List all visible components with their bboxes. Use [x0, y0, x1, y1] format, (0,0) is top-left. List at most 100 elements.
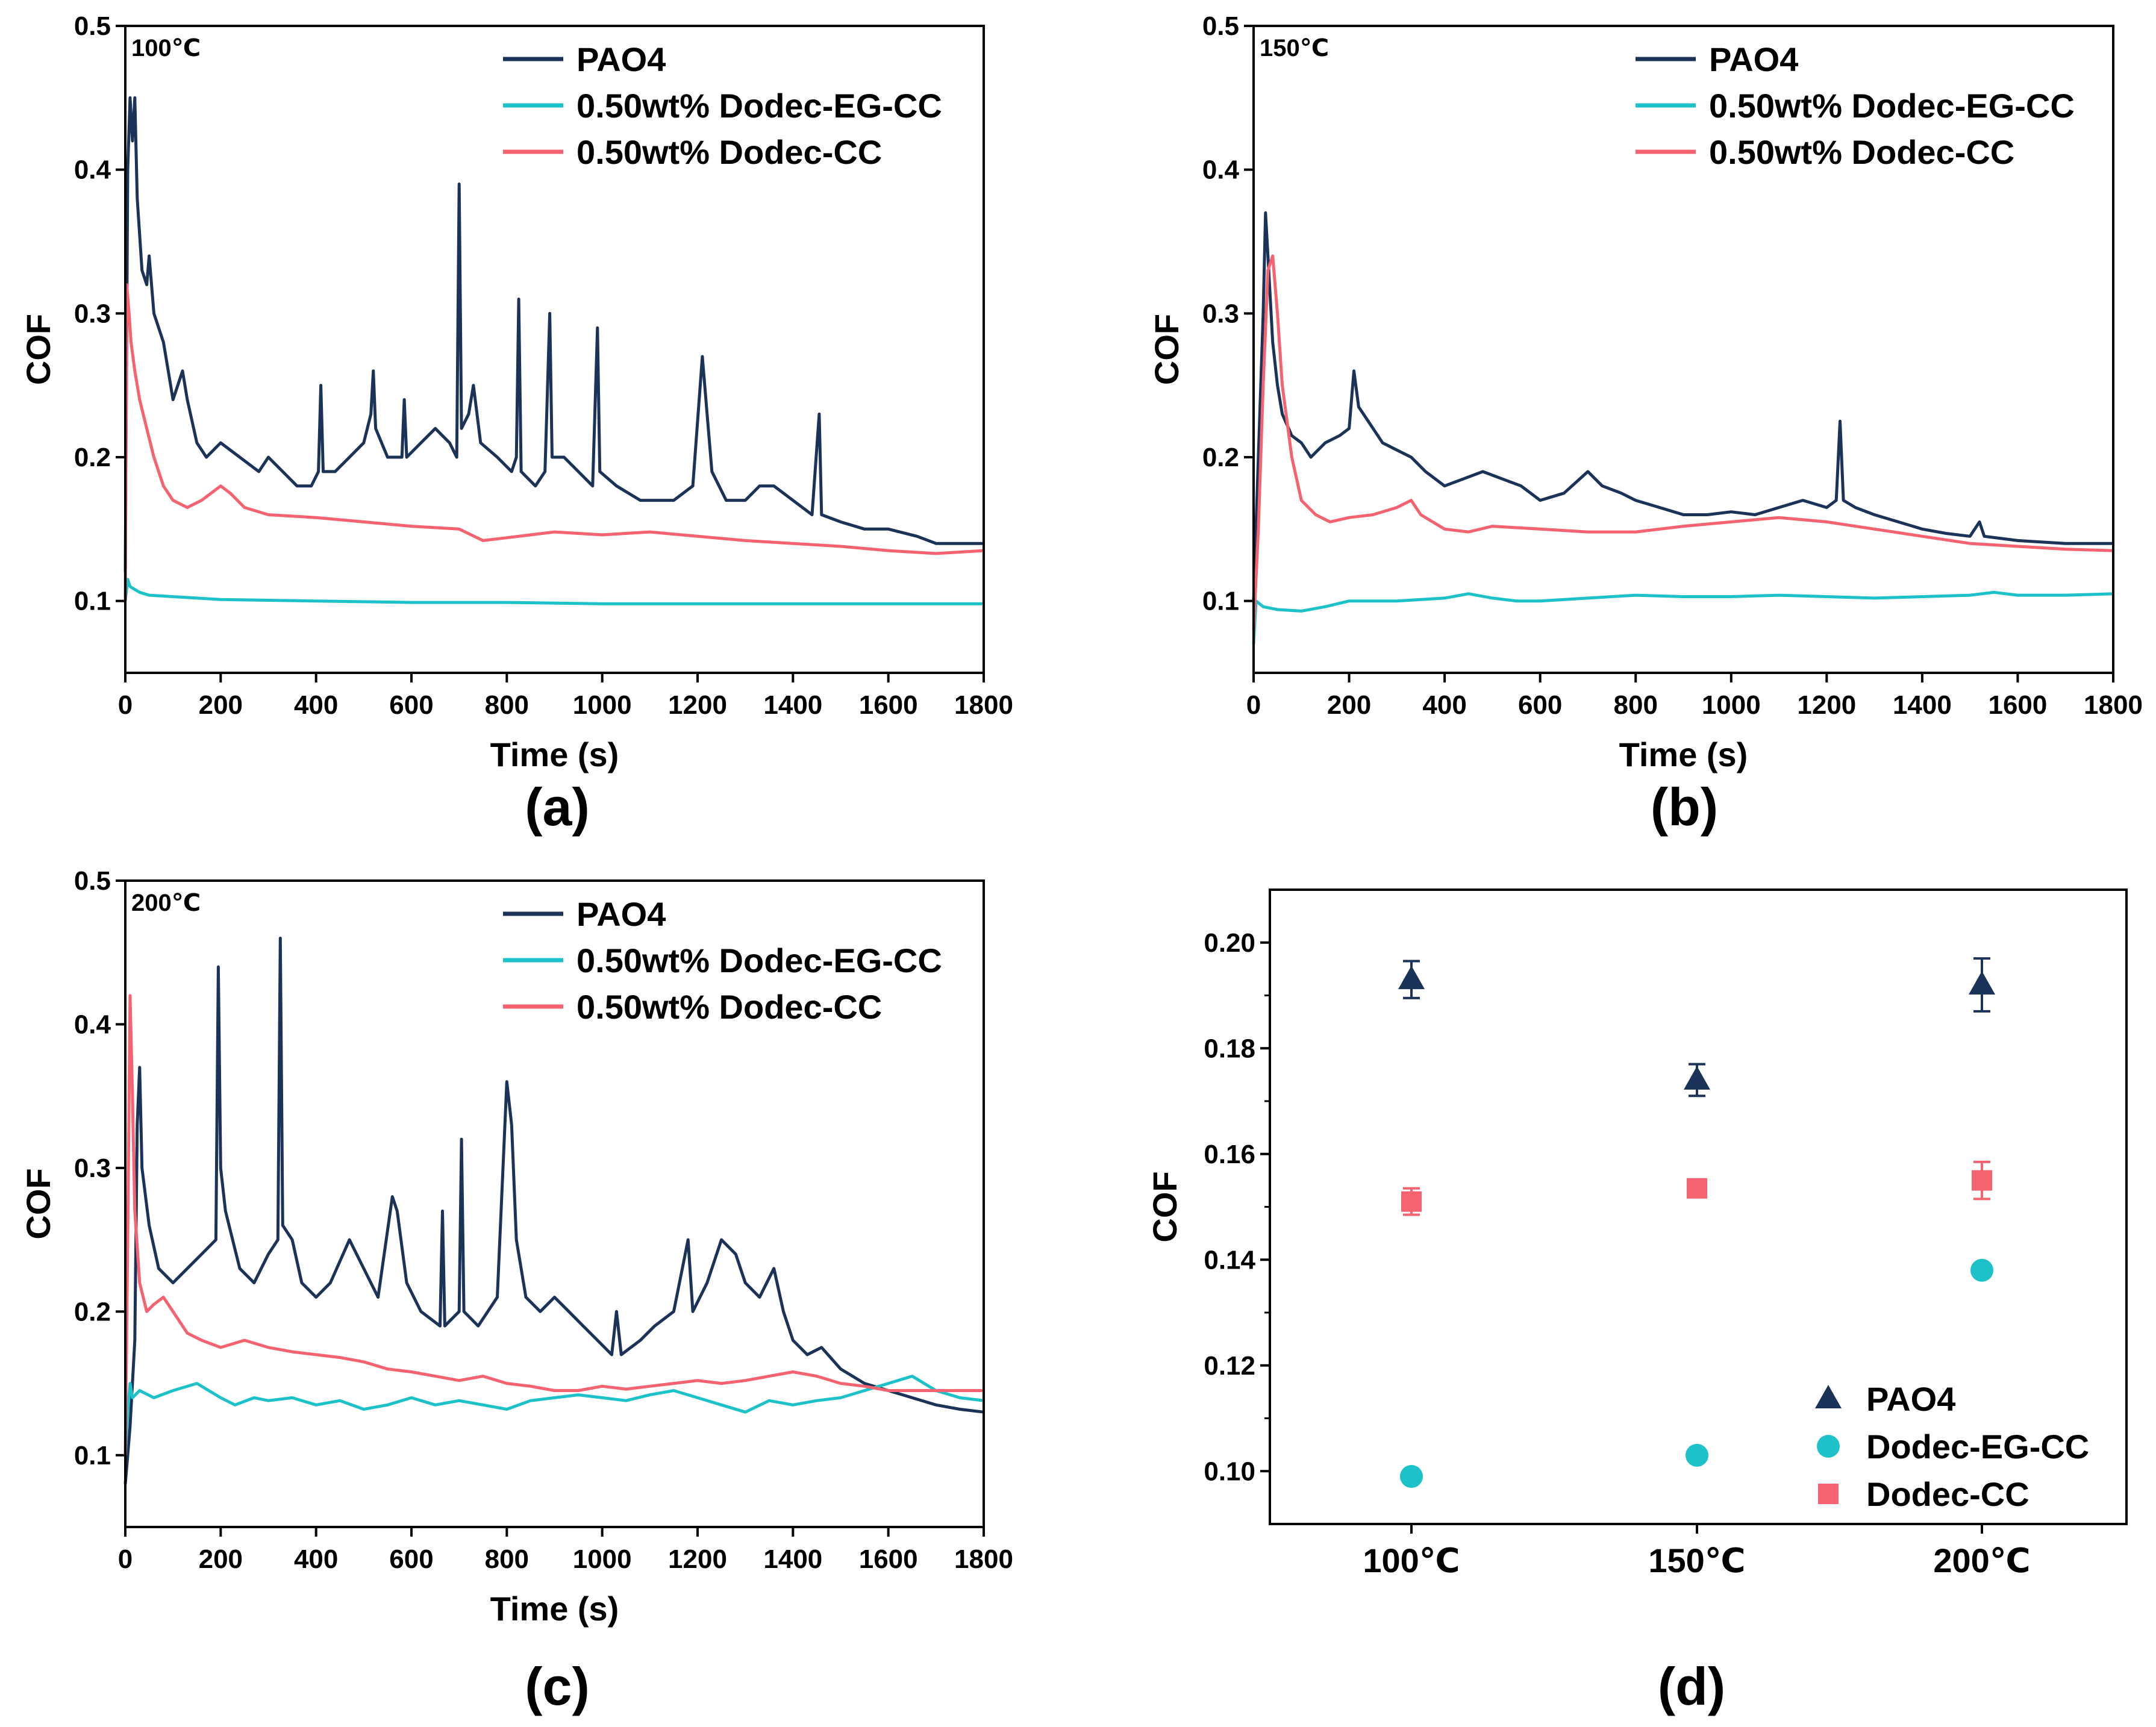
legend-marker-dodec-eg-cc — [1817, 1435, 1840, 1458]
x-axis-title: Time (s) — [490, 1590, 619, 1628]
series-line-pao4 — [123, 936, 984, 1484]
y-axis-title: COF — [1146, 1171, 1184, 1242]
series-line-dodec-cc — [123, 283, 984, 601]
temperature-annotation: 100℃ — [131, 35, 201, 61]
data-point-dodec-eg-cc — [1400, 1465, 1423, 1488]
x-axis-title: Time (s) — [1619, 735, 1748, 773]
category-label: 200℃ — [1933, 1541, 2030, 1579]
x-tick-label: 800 — [485, 1544, 529, 1574]
x-tick-label: 200 — [1327, 690, 1371, 720]
legend-marker-pao4 — [1815, 1385, 1842, 1408]
x-tick-label: 1800 — [954, 690, 1013, 720]
y-tick-label: 0.3 — [74, 299, 111, 328]
legend-label-pao4: PAO4 — [576, 895, 666, 933]
data-point-pao4 — [1969, 970, 1995, 995]
series-line-dodec-cc — [1252, 254, 2114, 630]
y-tick-label: 0.2 — [74, 1297, 111, 1326]
x-tick-label: 0 — [118, 1544, 133, 1574]
y-tick-label: 0.5 — [1202, 11, 1239, 41]
y-tick-label: 0.18 — [1204, 1034, 1255, 1063]
panel-caption: (d) — [1658, 1657, 1725, 1716]
data-point-dodec-cc — [1401, 1191, 1422, 1212]
data-point-dodec-eg-cc — [1686, 1443, 1708, 1467]
y-tick-label: 0.10 — [1204, 1457, 1255, 1486]
x-tick-label: 400 — [294, 690, 338, 720]
panel-caption: (a) — [525, 777, 590, 837]
x-tick-label: 200 — [199, 690, 243, 720]
x-tick-label: 1400 — [763, 1544, 822, 1574]
x-tick-label: 1200 — [668, 690, 727, 720]
plot-frame — [124, 879, 985, 1528]
x-tick-label: 1000 — [1702, 690, 1761, 720]
x-tick-label: 200 — [199, 1544, 243, 1574]
series-line-dodec-cc — [123, 994, 984, 1455]
panel-caption: (c) — [525, 1657, 590, 1716]
x-tick-label: 1800 — [954, 1544, 1013, 1574]
x-tick-label: 1200 — [668, 1544, 727, 1574]
y-tick-label: 0.4 — [74, 155, 111, 185]
plot-frame — [124, 25, 985, 674]
y-tick-label: 0.2 — [1202, 443, 1239, 472]
category-label: 150℃ — [1648, 1541, 1745, 1579]
y-axis-title: COF — [19, 1168, 57, 1239]
data-point-pao4 — [1398, 966, 1425, 990]
y-axis-title: COF — [1148, 314, 1186, 385]
y-tick-label: 0.4 — [74, 1010, 111, 1039]
x-tick-label: 1400 — [1893, 690, 1952, 720]
series-line-dodec-eg-cc — [123, 1375, 984, 1455]
legend-label-dodec-cc: 0.50wt% Dodec-CC — [1709, 133, 2014, 171]
x-tick-label: 600 — [389, 690, 433, 720]
x-tick-label: 1600 — [859, 690, 918, 720]
chart-panel-d: 0.10 0.12 0.14 0.16 0.18 0.20 100℃ 150℃ 200℃ PAO4… — [1146, 888, 2128, 1716]
legend-label-pao4: PAO4 — [576, 40, 666, 78]
legend-label-dodec-eg-cc: 0.50wt% Dodec-EG-CC — [576, 87, 942, 125]
x-tick-label: 1400 — [763, 690, 822, 720]
y-tick-label: 0.5 — [74, 11, 111, 41]
y-tick-label: 0.3 — [1202, 299, 1239, 328]
legend-label-dodec-cc: Dodec-CC — [1866, 1475, 2029, 1513]
x-tick-label: 1600 — [1988, 690, 2047, 720]
x-tick-label: 1600 — [859, 1544, 918, 1574]
x-axis-title: Time (s) — [490, 735, 619, 773]
data-point-dodec-cc — [1687, 1178, 1707, 1199]
plot-frame — [1269, 888, 2128, 1525]
x-tick-label: 400 — [1422, 690, 1466, 720]
y-tick-label: 0.1 — [74, 1441, 111, 1470]
x-tick-label: 800 — [485, 690, 529, 720]
legend-label-pao4: PAO4 — [1709, 40, 1798, 78]
x-tick-label: 400 — [294, 1544, 338, 1574]
x-tick-label: 1000 — [573, 690, 632, 720]
y-tick-label: 0.4 — [1202, 155, 1240, 185]
x-tick-label: 600 — [389, 1544, 433, 1574]
y-tick-label: 0.1 — [1202, 587, 1239, 616]
x-tick-label: 800 — [1614, 690, 1658, 720]
y-tick-label: 0.14 — [1204, 1245, 1255, 1275]
y-tick-label: 0.20 — [1204, 928, 1255, 958]
y-tick-label: 0.3 — [74, 1154, 111, 1183]
legend-label-dodec-cc: 0.50wt% Dodec-CC — [576, 133, 882, 171]
legend-label-pao4: PAO4 — [1866, 1380, 1955, 1418]
plot-frame — [1252, 25, 2114, 674]
y-tick-label: 0.1 — [74, 587, 111, 616]
legend-marker-dodec-cc — [1818, 1484, 1839, 1504]
x-tick-label: 0 — [118, 690, 133, 720]
temperature-annotation: 150℃ — [1260, 35, 1329, 61]
y-tick-label: 0.12 — [1204, 1351, 1255, 1381]
x-tick-label: 0 — [1246, 690, 1261, 720]
chart-panel-c: 0 200 400 600 800 1000 1200 1400 1600 1800 0.1 0.2 0… — [19, 866, 1013, 1716]
data-point-pao4 — [1684, 1066, 1710, 1090]
x-tick-label: 1800 — [2084, 690, 2143, 720]
data-point-dodec-eg-cc — [1970, 1258, 1993, 1282]
x-tick-label: 1200 — [1797, 690, 1856, 720]
panel-caption: (b) — [1651, 777, 1718, 837]
chart-panel-b: 0 200 400 600 800 1000 1200 1400 1600 1800 0.1 0.2 0… — [1148, 11, 2143, 837]
x-tick-label: 600 — [1518, 690, 1562, 720]
chart-panel-a: 0 200 400 600 800 1000 1200 1400 1600 1800 0.1 0.2 0… — [19, 11, 1013, 837]
category-label: 100℃ — [1363, 1541, 1460, 1579]
temperature-annotation: 200℃ — [131, 890, 201, 916]
legend-label-dodec-eg-cc: Dodec-EG-CC — [1866, 1428, 2089, 1466]
data-point-dodec-cc — [1972, 1170, 1992, 1191]
legend-label-dodec-cc: 0.50wt% Dodec-CC — [576, 988, 882, 1026]
